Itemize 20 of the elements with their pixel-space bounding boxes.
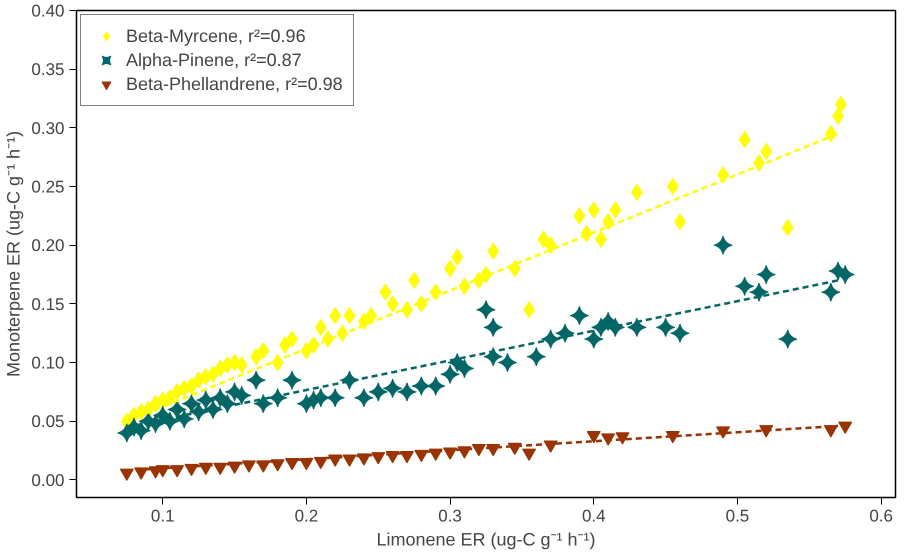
x-tick-label: 0.3	[438, 506, 462, 526]
y-tick-label: 0.15	[31, 294, 65, 314]
y-tick-label: 0.10	[31, 354, 65, 373]
y-axis-title: Monoterpene ER (ug-C g⁻¹ h⁻¹)	[3, 130, 24, 378]
x-tick-label: 0.1	[150, 506, 175, 526]
x-tick-label: 0.4	[582, 506, 606, 526]
y-tick-label: 0.35	[31, 60, 65, 80]
x-tick-label: 0.5	[726, 506, 750, 526]
y-tick-label: 0.20	[31, 236, 65, 256]
x-tick-label: 0.2	[294, 506, 318, 526]
legend-label: Beta-Phellandrene, r²=0.98	[126, 74, 343, 94]
y-tick-label: 0.40	[31, 2, 65, 20]
x-tick-label: 0.6	[869, 506, 893, 526]
y-tick-label: 0.00	[31, 470, 65, 490]
legend-label: Beta-Myrcene, r²=0.96	[126, 26, 306, 46]
x-axis-title: Limonene ER (ug-C g⁻¹ h⁻¹)	[376, 530, 596, 550]
y-tick-label: 0.25	[31, 178, 65, 197]
y-tick-label: 0.05	[31, 412, 65, 432]
y-tick-label: 0.30	[31, 118, 65, 138]
legend-label: Alpha-Pinene, r²=0.87	[126, 50, 302, 70]
